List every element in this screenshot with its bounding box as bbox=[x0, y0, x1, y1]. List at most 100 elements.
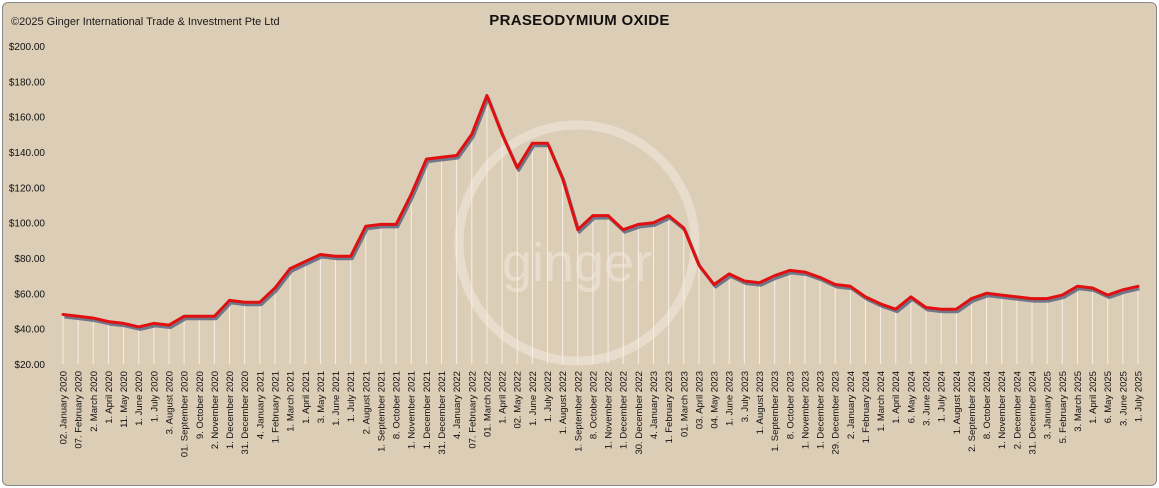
x-tick-label: 1. August 2022 bbox=[558, 371, 569, 434]
data-point bbox=[667, 214, 670, 217]
x-axis: 02. January 2020 07. February 2020 2. Marc… bbox=[59, 371, 1145, 457]
series-price bbox=[61, 94, 1140, 331]
data-point bbox=[924, 306, 928, 309]
data-point bbox=[1106, 293, 1109, 297]
x-tick-label: 02. May 2022 bbox=[513, 371, 524, 429]
data-point bbox=[152, 322, 156, 325]
x-tick-label: 1. December 2020 bbox=[225, 371, 236, 449]
data-point bbox=[531, 141, 534, 145]
x-tick-label: 31. December 2021 bbox=[437, 371, 448, 454]
data-point bbox=[576, 228, 579, 231]
data-point bbox=[319, 253, 322, 256]
data-point bbox=[833, 283, 837, 286]
data-point bbox=[1015, 295, 1019, 299]
x-tick-label: 1. July 2022 bbox=[543, 371, 554, 422]
x-tick-label: 5. February 2025 bbox=[1058, 371, 1069, 443]
data-point bbox=[410, 193, 413, 196]
x-tick-label: 04. May 2023 bbox=[710, 371, 721, 429]
data-point bbox=[198, 315, 201, 318]
x-tick-label: 1. February 2024 bbox=[861, 371, 872, 443]
x-tick-label: 1. September 2023 bbox=[770, 371, 781, 452]
data-point bbox=[727, 272, 731, 276]
x-tick-label: 3. August 2020 bbox=[165, 371, 176, 434]
data-point bbox=[1136, 285, 1140, 288]
data-point bbox=[788, 269, 791, 272]
data-point bbox=[485, 94, 489, 97]
data-point bbox=[879, 302, 882, 306]
data-point bbox=[1000, 293, 1003, 297]
data-point bbox=[379, 223, 383, 226]
data-point bbox=[213, 315, 216, 318]
data-point bbox=[939, 308, 943, 311]
data-point bbox=[985, 292, 988, 295]
x-tick-label: 1. August 2024 bbox=[952, 371, 963, 434]
data-points bbox=[61, 94, 1140, 329]
x-tick-label: 1. June 2020 bbox=[134, 371, 145, 426]
x-tick-label: 2. November 2020 bbox=[210, 371, 221, 449]
data-point bbox=[92, 316, 95, 320]
data-point bbox=[76, 315, 80, 318]
y-tick-label: $160.00 bbox=[9, 113, 46, 124]
x-tick-label: 4. January 2022 bbox=[452, 371, 463, 439]
y-tick-label: $100.00 bbox=[9, 219, 46, 230]
x-tick-label: 2. March 2020 bbox=[89, 371, 100, 432]
x-tick-label: 3. June 2025 bbox=[1118, 371, 1129, 426]
x-tick-label: 3. January 2025 bbox=[1043, 371, 1054, 439]
x-tick-label: 6. May 2025 bbox=[1103, 371, 1114, 423]
x-tick-label: 1. July 2024 bbox=[937, 371, 948, 422]
data-point bbox=[1061, 293, 1064, 297]
data-point bbox=[864, 295, 867, 299]
drop-lines bbox=[62, 95, 1139, 364]
copyright-text: ©2025 Ginger International Trade & Inves… bbox=[11, 16, 280, 28]
x-tick-label: 8. October 2021 bbox=[392, 371, 403, 439]
data-point bbox=[758, 281, 761, 284]
y-tick-label: $60.00 bbox=[14, 289, 45, 300]
data-point bbox=[288, 267, 292, 270]
x-tick-label: 1. June 2023 bbox=[725, 371, 736, 426]
x-tick-label: 8. October 2024 bbox=[982, 371, 993, 439]
x-tick-label: 3. June 2024 bbox=[922, 371, 933, 426]
series-line bbox=[61, 94, 1140, 329]
x-tick-label: 03. April 2023 bbox=[694, 371, 705, 429]
y-axis: $20.00 $40.00 $60.00 $80.00 $100.00 $120.00 $1… bbox=[9, 42, 46, 371]
data-point bbox=[243, 300, 246, 304]
x-tick-label: 1. February 2023 bbox=[664, 371, 675, 443]
x-tick-label: 1. February 2021 bbox=[271, 371, 282, 443]
data-point bbox=[1121, 288, 1125, 291]
x-tick-label: 01. March 2023 bbox=[679, 371, 690, 437]
data-point bbox=[122, 322, 125, 325]
y-tick-label: $200.00 bbox=[9, 42, 46, 53]
x-tick-label: 2. August 2021 bbox=[361, 371, 372, 434]
data-point bbox=[394, 223, 398, 226]
x-tick-label: 4. January 2021 bbox=[255, 371, 266, 439]
data-point bbox=[1076, 285, 1079, 288]
x-tick-label: 1. September 2022 bbox=[573, 371, 584, 452]
x-tick-label: 1. June 2022 bbox=[528, 371, 539, 426]
x-tick-label: 11. May 2020 bbox=[119, 371, 130, 428]
x-tick-label: 2. January 2024 bbox=[846, 371, 857, 439]
data-point bbox=[273, 286, 277, 290]
data-point bbox=[697, 263, 701, 267]
chart-title: PRASEODYMIUM OXIDE bbox=[489, 12, 670, 29]
x-tick-label: 4. January 2023 bbox=[649, 371, 660, 439]
y-tick-label: $20.00 bbox=[14, 360, 45, 371]
x-tick-label: 07. February 2022 bbox=[467, 371, 478, 449]
series-line-shadow bbox=[64, 96, 1140, 331]
line-chart: ginger $20.00 $40.00 $60.00 $80.00 $100.00 $1… bbox=[9, 42, 1145, 457]
data-point bbox=[909, 295, 913, 299]
data-point bbox=[652, 221, 655, 224]
x-tick-label: 3. March 2025 bbox=[1073, 371, 1084, 432]
x-tick-label: 1. December 2021 bbox=[422, 371, 433, 449]
data-point bbox=[743, 279, 746, 283]
x-tick-label: 31. December 2020 bbox=[240, 371, 251, 454]
data-point bbox=[712, 283, 716, 286]
data-point bbox=[955, 308, 958, 311]
data-point bbox=[1030, 297, 1034, 300]
data-point bbox=[470, 133, 474, 136]
x-tick-label: 6. May 2024 bbox=[906, 371, 917, 423]
data-point bbox=[228, 299, 231, 302]
y-tick-label: $80.00 bbox=[14, 254, 45, 265]
x-tick-label: 1. March 2021 bbox=[286, 371, 297, 432]
data-point bbox=[455, 154, 458, 157]
y-tick-label: $140.00 bbox=[9, 148, 46, 159]
